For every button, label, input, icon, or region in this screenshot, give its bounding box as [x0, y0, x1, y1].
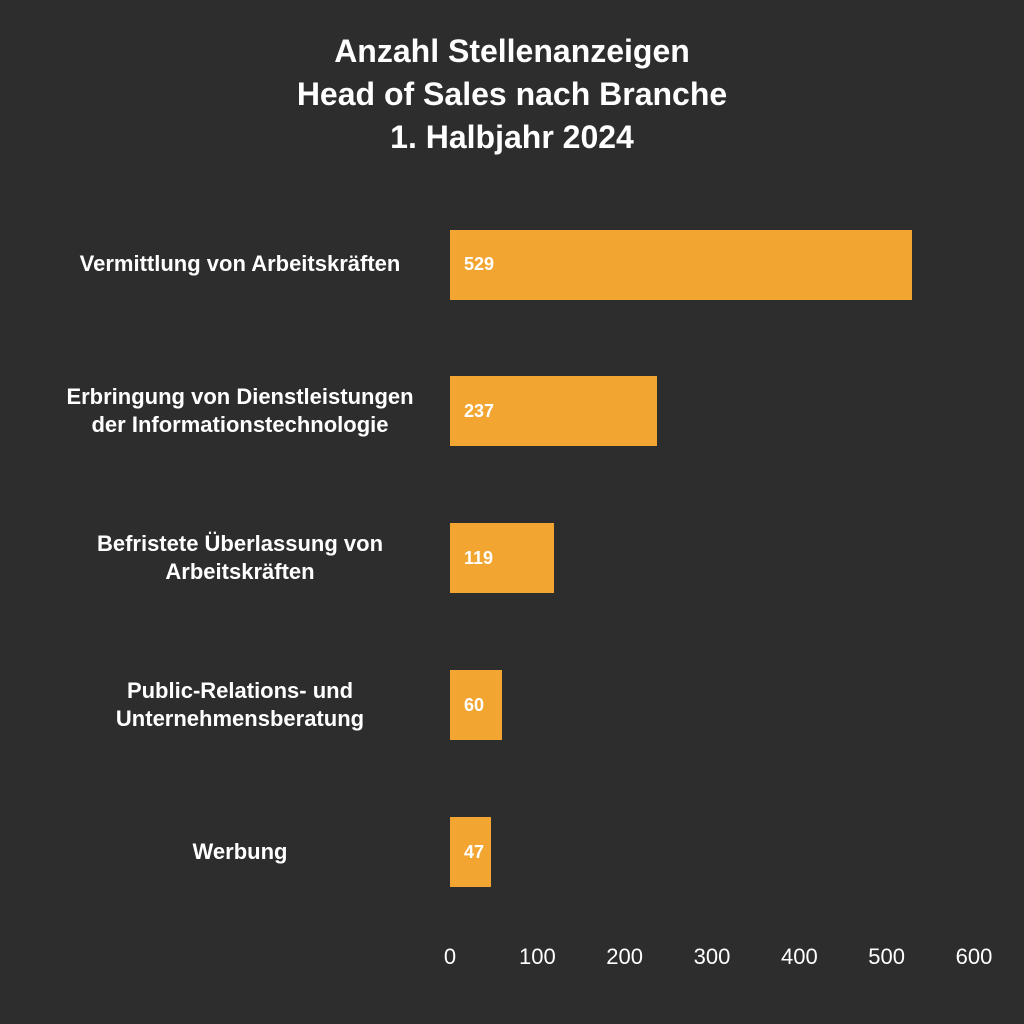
category-label: Befristete Überlassung von Arbeitskräfte… [50, 530, 450, 587]
chart-row: Vermittlung von Arbeitskräften 529 [50, 200, 974, 330]
chart-row: Befristete Überlassung von Arbeitskräfte… [50, 493, 974, 623]
bar-area: 119 [450, 493, 974, 623]
bar-value: 119 [464, 548, 493, 569]
x-tick: 500 [868, 944, 905, 970]
bar: 119 [450, 523, 554, 593]
x-tick: 300 [694, 944, 731, 970]
axis-spacer [50, 944, 450, 984]
category-label: Vermittlung von Arbeitskräften [50, 250, 450, 279]
x-tick: 200 [606, 944, 643, 970]
bar: 529 [450, 230, 912, 300]
chart-title: Anzahl Stellenanzeigen Head of Sales nac… [50, 30, 974, 160]
bar-value: 529 [464, 254, 494, 275]
bar-area: 60 [450, 640, 974, 770]
bar-value: 60 [464, 695, 484, 716]
bar-area: 237 [450, 346, 974, 476]
title-line-1: Anzahl Stellenanzeigen [50, 30, 974, 73]
chart-rows: Vermittlung von Arbeitskräften 529 Erbri… [50, 200, 974, 984]
bar: 237 [450, 376, 657, 446]
title-line-3: 1. Halbjahr 2024 [50, 116, 974, 159]
axis-ticks: 0 100 200 300 400 500 600 [450, 944, 974, 984]
bar: 47 [450, 817, 491, 887]
chart-row: Public-Relations- und Unternehmensberatu… [50, 640, 974, 770]
chart-row: Erbringung von Dienstleistungen der Info… [50, 346, 974, 476]
title-line-2: Head of Sales nach Branche [50, 73, 974, 116]
bar-value: 237 [464, 401, 494, 422]
x-tick: 600 [956, 944, 993, 970]
x-axis: 0 100 200 300 400 500 600 [50, 944, 974, 984]
chart-row: Werbung 47 [50, 787, 974, 917]
bar-value: 47 [464, 842, 484, 863]
x-tick: 400 [781, 944, 818, 970]
bar: 60 [450, 670, 502, 740]
chart-container: Anzahl Stellenanzeigen Head of Sales nac… [0, 0, 1024, 1024]
bar-area: 47 [450, 787, 974, 917]
bar-area: 529 [450, 200, 974, 330]
category-label: Public-Relations- und Unternehmensberatu… [50, 677, 450, 734]
x-tick: 100 [519, 944, 556, 970]
x-tick: 0 [444, 944, 456, 970]
category-label: Erbringung von Dienstleistungen der Info… [50, 383, 450, 440]
category-label: Werbung [50, 838, 450, 867]
